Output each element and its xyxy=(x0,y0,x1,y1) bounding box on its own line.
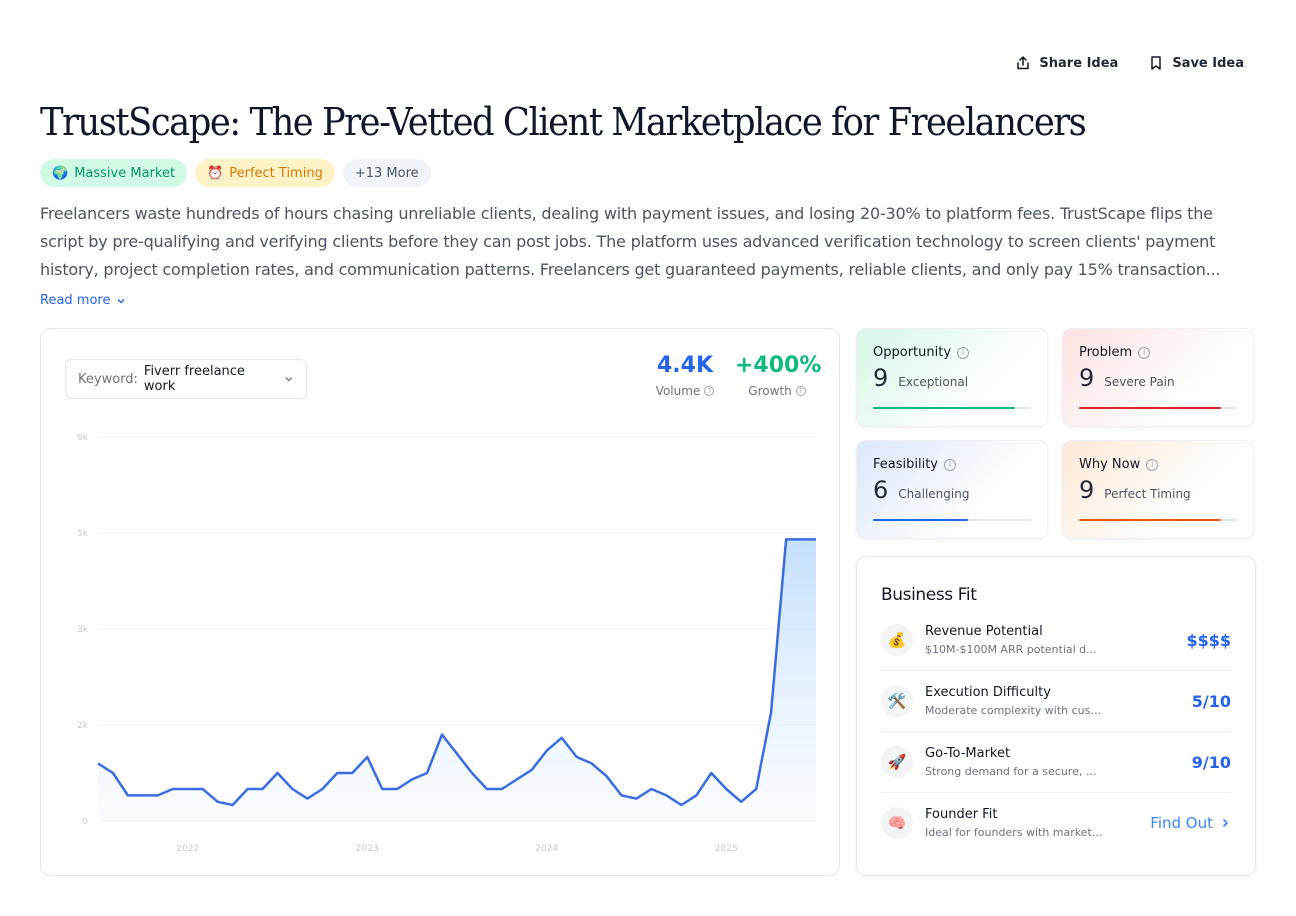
score-value: 9 xyxy=(1079,364,1095,392)
read-more-button[interactable]: Read more xyxy=(40,293,126,308)
score-bar-fill xyxy=(873,519,968,521)
info-icon[interactable]: i xyxy=(957,346,970,359)
score-name: Problem xyxy=(1079,345,1133,360)
find-out-button[interactable]: Find Out xyxy=(1150,814,1231,832)
score-name: Why Now xyxy=(1079,457,1141,472)
y-tick-label: 5k xyxy=(77,529,89,539)
series-line xyxy=(97,538,816,807)
bookmark-icon xyxy=(1151,56,1162,70)
fit-item-desc: Moderate complexity with cust... xyxy=(925,704,1103,717)
tag-label: Massive Market xyxy=(74,165,176,181)
info-icon[interactable]: i xyxy=(944,458,956,471)
problem-score-card[interactable]: Problem i 9 Severe Pain xyxy=(1062,328,1254,427)
score-bar-fill xyxy=(1079,407,1222,409)
y-tick-label: 2k xyxy=(77,721,89,731)
x-tick-label: 2025 xyxy=(715,844,738,854)
brain-icon: 🧠 xyxy=(881,806,913,839)
fit-item-name: Execution Difficulty xyxy=(925,685,1051,700)
business-fit-title: Business Fit xyxy=(881,585,977,605)
go-to-market-row[interactable]: 🚀 Go-To-Market Strong demand for a secur… xyxy=(881,732,1231,793)
globe-icon: 🌍 xyxy=(52,165,69,181)
tag-massive-market[interactable]: 🌍 Massive Market xyxy=(40,159,188,187)
tag-label: Perfect Timing xyxy=(229,165,323,181)
opportunity-score-card[interactable]: Opportunity i 9 Exceptional xyxy=(856,328,1048,427)
x-tick-label: 2024 xyxy=(535,844,558,854)
execution-difficulty-row[interactable]: 🛠️ Execution Difficulty Moderate complex… xyxy=(881,671,1231,732)
growth-label: Growth xyxy=(748,384,792,398)
revenue-potential-row[interactable]: 💰 Revenue Potential $10M-$100M ARR poten… xyxy=(881,610,1231,671)
tag-more-button[interactable]: +13 More xyxy=(342,159,431,187)
trend-chart: 0 2k 3k 5k 6k 2022 2023 2024 2025 xyxy=(77,433,816,854)
fit-item-desc: Ideal for founders with market... xyxy=(925,825,1103,839)
fit-item-desc: $10M-$100M ARR potential d... xyxy=(925,643,1097,656)
score-bar xyxy=(1079,407,1237,409)
score-bar-fill xyxy=(873,407,1016,409)
chevron-down-icon xyxy=(284,377,292,382)
x-tick-label: 2022 xyxy=(176,844,199,854)
tag-label: +13 More xyxy=(354,165,419,181)
tools-icon: 🛠️ xyxy=(881,685,913,717)
y-tick-label: 0 xyxy=(82,817,88,827)
score-value: 6 xyxy=(873,476,889,504)
share-idea-label: Share Idea xyxy=(1039,55,1119,71)
chevron-down-icon xyxy=(117,298,125,303)
fit-item-name: Founder Fit xyxy=(925,806,998,822)
feasibility-score-card[interactable]: Feasibility i 6 Challenging xyxy=(856,440,1048,539)
keyword-value: Fiverr freelance work xyxy=(143,364,245,394)
fit-item-value: $$$$ xyxy=(1186,630,1231,650)
info-icon[interactable]: i xyxy=(1138,346,1151,359)
volume-stat: 4.4K Volume? xyxy=(649,353,721,398)
score-label: Severe Pain xyxy=(1104,375,1175,389)
score-bar xyxy=(873,407,1031,409)
find-out-label: Find Out xyxy=(1150,813,1213,832)
growth-stat: +400% Growth? xyxy=(735,353,822,398)
x-tick-label: 2023 xyxy=(356,844,379,854)
rocket-icon: 🚀 xyxy=(881,746,913,778)
score-name: Opportunity xyxy=(873,345,952,360)
score-value: 9 xyxy=(1079,476,1095,504)
score-label: Challenging xyxy=(898,487,970,501)
fit-item-name: Revenue Potential xyxy=(925,624,1043,639)
growth-value: +400% xyxy=(735,353,822,378)
trend-chart-card: 0 2k 3k 5k 6k 2022 2023 2024 2025 Keyword: Fiver… xyxy=(40,328,840,876)
series-area xyxy=(98,539,816,821)
fit-item-value: 5/10 xyxy=(1191,691,1231,711)
keyword-label: Keyword: xyxy=(78,371,138,387)
idea-description: Freelancers waste hundreds of hours chas… xyxy=(40,204,1221,279)
y-tick-label: 6k xyxy=(77,433,89,443)
save-idea-button[interactable]: Save Idea xyxy=(1148,55,1244,71)
volume-label: Volume xyxy=(655,384,701,398)
fit-item-name: Go-To-Market xyxy=(925,746,1011,761)
chevron-right-icon xyxy=(1222,818,1229,827)
y-tick-label: 3k xyxy=(77,625,89,635)
help-icon[interactable]: ? xyxy=(795,386,806,396)
score-value: 9 xyxy=(873,364,889,392)
page-title: TrustScape: The Pre-Vetted Client Market… xyxy=(40,100,1087,144)
money-bag-icon: 💰 xyxy=(881,624,913,656)
why-now-score-card[interactable]: Why Now i 9 Perfect Timing xyxy=(1062,440,1254,539)
share-idea-button[interactable]: Share Idea xyxy=(1015,55,1118,71)
founder-fit-row[interactable]: 🧠 Founder Fit Ideal for founders with ma… xyxy=(881,792,1231,853)
read-more-label: Read more xyxy=(40,293,111,308)
score-label: Perfect Timing xyxy=(1104,487,1191,501)
top-actions: Share Idea Save Idea xyxy=(1015,55,1244,71)
score-label: Exceptional xyxy=(898,375,969,389)
score-name: Feasibility xyxy=(873,457,938,472)
score-bar-fill xyxy=(1079,519,1222,521)
help-icon[interactable]: ? xyxy=(704,386,715,396)
info-icon[interactable]: i xyxy=(1146,458,1159,471)
tag-list: 🌍 Massive Market ⏰ Perfect Timing +13 Mo… xyxy=(40,159,431,187)
volume-value: 4.4K xyxy=(656,353,714,378)
save-idea-label: Save Idea xyxy=(1172,55,1244,71)
fit-item-desc: Strong demand for a secure, pr... xyxy=(925,765,1103,778)
business-fit-card: Business Fit 💰 Revenue Potential $10M-$1… xyxy=(856,556,1256,876)
score-bar xyxy=(873,519,1031,521)
keyword-select[interactable]: Keyword: Fiverr freelance work xyxy=(65,359,307,399)
tag-perfect-timing[interactable]: ⏰ Perfect Timing xyxy=(195,159,335,187)
score-bar xyxy=(1079,519,1237,521)
alarm-clock-icon: ⏰ xyxy=(207,165,224,181)
fit-item-value: 9/10 xyxy=(1191,752,1231,772)
share-icon xyxy=(1017,56,1030,70)
